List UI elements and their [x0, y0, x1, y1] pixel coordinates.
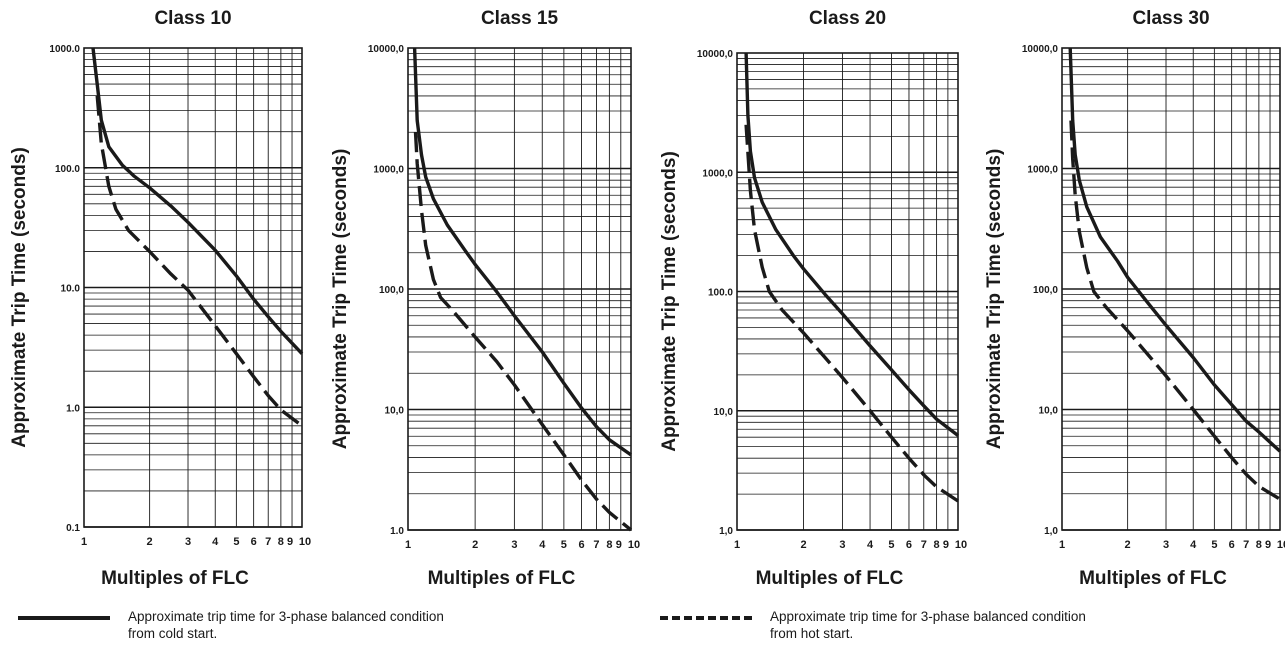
x-tick-label: 3	[1163, 539, 1169, 551]
x-tick-label: 7	[593, 539, 599, 551]
x-tick-label: 10	[628, 539, 640, 551]
y-tick-label: 100,0	[379, 285, 404, 296]
x-tick-label: 4	[1190, 539, 1197, 551]
y-tick-label: 1000,0	[1027, 165, 1058, 176]
x-axis-title: Multiples of FLC	[428, 568, 576, 589]
x-tick-label: 10	[955, 539, 967, 551]
y-tick-label: 10.0	[61, 284, 81, 295]
x-tick-label: 2	[472, 539, 478, 551]
x-tick-label: 10	[299, 536, 311, 548]
y-tick-label: 1000,0	[702, 168, 733, 179]
chart-class-4: Class 30 1,0 10,0 100,0 1000,0 10000,0 1 2 3 4 5 6 7…	[984, 8, 1285, 589]
plot-frame	[1061, 47, 1281, 531]
x-tick-label: 2	[1125, 539, 1131, 551]
plot-frame	[83, 47, 303, 528]
x-tick-label: 5	[888, 539, 894, 551]
x-tick-label: 1	[81, 536, 87, 548]
y-tick-label: 100.0	[708, 288, 733, 299]
x-tick-label: 6	[251, 536, 257, 548]
y-tick-label: 10000,0	[697, 49, 734, 60]
series-hot-start-line	[744, 124, 959, 503]
y-tick-label: 1,0	[1044, 526, 1058, 537]
y-axis-title: Approximate Trip Time (seconds)	[659, 151, 680, 452]
series-cold-start-line	[412, 47, 632, 457]
x-tick-label: 1	[734, 539, 740, 551]
chart-class-1: Class 10 0.1 1.0 10.0 100.0 1000.0 1 2 3 4 5 6 7 8 9 10…	[9, 8, 311, 589]
legend-solid-line-swatch	[18, 616, 110, 620]
x-tick-label: 4	[867, 539, 874, 551]
y-tick-label: 10,0	[385, 406, 405, 417]
x-tick-label: 9	[616, 539, 622, 551]
y-tick-label: 100.0	[55, 164, 80, 175]
y-tick-label: 1,0	[719, 526, 733, 537]
series-cold-start-line	[1068, 47, 1282, 453]
x-tick-label: 9	[1265, 539, 1271, 551]
chart-class-3: Class 20 1,0 10,0 100.0 1000,0 10000,0 1 2 3 4 5 6 7…	[659, 8, 967, 589]
series-hot-start-line	[95, 95, 304, 428]
y-tick-label: 10000,0	[1022, 44, 1059, 55]
y-tick-label: 10,0	[1039, 406, 1059, 417]
series-hot-start-line	[413, 132, 633, 532]
chart-title: Class 10	[154, 8, 231, 29]
legend-dashed-line-swatch	[660, 616, 752, 620]
x-tick-label: 6	[1229, 539, 1235, 551]
x-tick-label: 8	[278, 536, 284, 548]
y-tick-label: 0.1	[66, 523, 80, 534]
plot-frame	[407, 47, 632, 531]
y-tick-label: 1000.0	[49, 44, 80, 55]
x-tick-label: 5	[233, 536, 239, 548]
y-tick-label: 100,0	[1033, 285, 1058, 296]
x-tick-label: 9	[287, 536, 293, 548]
y-axis-title: Approximate Trip Time (seconds)	[984, 149, 1005, 450]
x-tick-label: 10	[1277, 539, 1285, 551]
x-tick-label: 5	[561, 539, 567, 551]
x-tick-label: 1	[1059, 539, 1065, 551]
y-tick-label: 1000,0	[373, 165, 404, 176]
y-tick-label: 1.0	[390, 526, 404, 537]
y-tick-label: 1.0	[66, 403, 80, 414]
x-axis-title: Multiples of FLC	[101, 568, 249, 589]
chart-class-2: Class 15 1.0 10,0 100,0 1000,0 10000,0 1 2 3 4 5 6 7…	[330, 8, 640, 589]
legend-hot-start-label: Approximate trip time for 3-phase balanc…	[770, 609, 1086, 641]
legend-item-hot-start: Approximate trip time for 3-phase balanc…	[660, 608, 1100, 642]
legend: Approximate trip time for 3-phase balanc…	[0, 608, 1285, 654]
y-axis-title: Approximate Trip Time (seconds)	[330, 149, 351, 450]
x-tick-label: 4	[539, 539, 546, 551]
series-cold-start-line	[744, 52, 960, 437]
x-tick-label: 9	[943, 539, 949, 551]
x-tick-label: 3	[185, 536, 191, 548]
x-axis-title: Multiples of FLC	[756, 568, 904, 589]
x-tick-label: 7	[1243, 539, 1249, 551]
legend-item-cold-start: Approximate trip time for 3-phase balanc…	[18, 608, 458, 642]
x-tick-label: 6	[578, 539, 584, 551]
x-tick-label: 2	[147, 536, 153, 548]
x-tick-label: 8	[934, 539, 940, 551]
x-tick-label: 2	[800, 539, 806, 551]
x-tick-label: 1	[405, 539, 411, 551]
x-tick-label: 3	[839, 539, 845, 551]
chart-title: Class 15	[481, 8, 559, 29]
x-tick-label: 5	[1211, 539, 1217, 551]
x-tick-label: 6	[906, 539, 912, 551]
x-axis-title: Multiples of FLC	[1079, 568, 1227, 589]
chart-title: Class 20	[809, 8, 886, 29]
y-axis-title: Approximate Trip Time (seconds)	[9, 147, 30, 448]
x-tick-label: 8	[606, 539, 612, 551]
plot-frame	[736, 52, 959, 531]
x-tick-label: 4	[212, 536, 219, 548]
series-hot-start-line	[1069, 120, 1281, 501]
legend-cold-start-label: Approximate trip time for 3-phase balanc…	[128, 609, 444, 641]
series-cold-start-line	[91, 47, 304, 355]
grid	[407, 48, 632, 531]
y-tick-label: 10,0	[714, 407, 734, 418]
y-tick-label: 10000,0	[368, 44, 405, 55]
chart-title: Class 30	[1132, 8, 1209, 29]
x-tick-label: 3	[511, 539, 517, 551]
x-tick-label: 7	[921, 539, 927, 551]
x-tick-label: 8	[1256, 539, 1262, 551]
grid	[83, 48, 303, 528]
x-tick-label: 7	[265, 536, 271, 548]
